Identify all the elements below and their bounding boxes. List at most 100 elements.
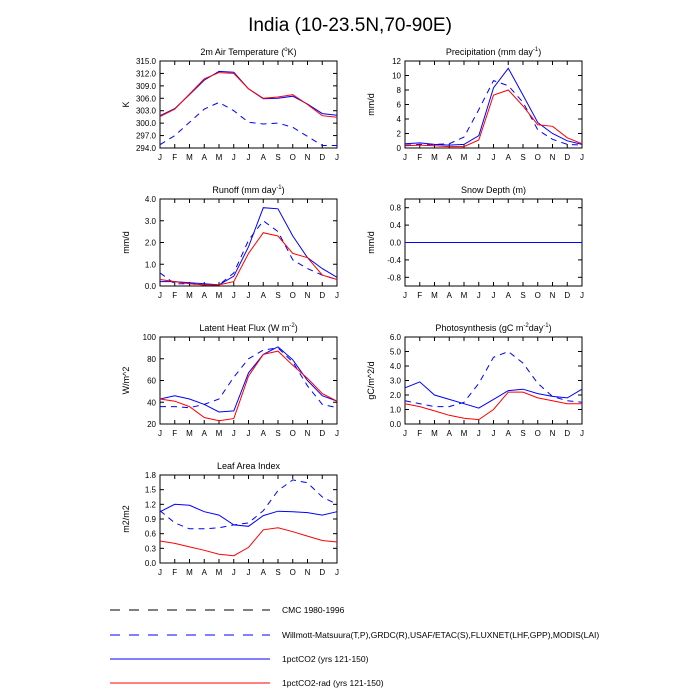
plot-frame bbox=[159, 60, 338, 149]
x-tick-label: S bbox=[275, 291, 280, 300]
title-text: Leaf Area Index bbox=[217, 461, 281, 471]
series-line bbox=[404, 79, 583, 146]
x-tick-label: M bbox=[461, 153, 468, 162]
title-text: Runoff (mm day bbox=[212, 185, 276, 195]
plot-frame bbox=[404, 336, 583, 425]
y-axis-label: m2/m2 bbox=[121, 505, 131, 533]
x-tick-label: A bbox=[447, 429, 453, 438]
x-tick-label: J bbox=[477, 429, 481, 438]
x-tick-label: J bbox=[477, 291, 481, 300]
series-line bbox=[404, 67, 583, 146]
plot-frame bbox=[159, 474, 338, 564]
y-tick-label: 2 bbox=[397, 130, 402, 139]
y-tick-label: 0.0 bbox=[390, 239, 402, 248]
x-tick-label: F bbox=[417, 153, 422, 162]
y-tick-label: 3.0 bbox=[390, 377, 402, 386]
panels: 2m Air Temperature (oK)294.0297.0300.030… bbox=[121, 47, 584, 577]
series-line bbox=[159, 527, 338, 557]
x-tick-label: J bbox=[232, 429, 236, 438]
chart-title: Precipitation (mm day-1) bbox=[446, 47, 541, 57]
x-tick-label: M bbox=[431, 291, 438, 300]
x-tick-label: A bbox=[202, 291, 208, 300]
x-tick-label: F bbox=[172, 429, 177, 438]
y-tick-label: 12 bbox=[392, 57, 401, 66]
x-tick-label: O bbox=[290, 291, 296, 300]
chart-title: Latent Heat Flux (W m-2) bbox=[199, 323, 297, 333]
title-superscript: -1 bbox=[276, 185, 282, 191]
series-line bbox=[160, 207, 338, 286]
title-superscript: o bbox=[284, 47, 288, 53]
title-superscript: -2 bbox=[523, 323, 529, 329]
x-tick-label: M bbox=[431, 429, 438, 438]
x-tick-label: J bbox=[477, 153, 481, 162]
y-tick-label: 5.0 bbox=[390, 348, 402, 357]
x-tick-label: A bbox=[261, 291, 267, 300]
x-tick-label: J bbox=[403, 429, 407, 438]
title-superscript: -1 bbox=[533, 47, 539, 53]
x-tick-label: N bbox=[550, 153, 556, 162]
x-tick-label: M bbox=[186, 153, 193, 162]
y-tick-label: 4.0 bbox=[390, 362, 402, 371]
x-tick-label: J bbox=[492, 153, 496, 162]
series-line bbox=[159, 70, 338, 117]
x-tick-label: N bbox=[305, 429, 311, 438]
x-tick-label: O bbox=[535, 153, 541, 162]
chart-title: Snow Depth (m) bbox=[461, 185, 526, 195]
x-tick-label: J bbox=[403, 153, 407, 162]
y-axis-label: mm/d bbox=[121, 231, 131, 254]
chart-panel: Snow Depth (m)-0.8-0.40.00.40.8J F M A M J J A S… bbox=[366, 185, 584, 300]
x-tick-label: A bbox=[261, 429, 267, 438]
title-text: Photosynthesis (gC m bbox=[435, 323, 523, 333]
x-tick-label: J bbox=[335, 291, 339, 300]
y-tick-label: 0.4 bbox=[390, 221, 402, 230]
x-tick-label: M bbox=[186, 291, 193, 300]
x-tick-label: A bbox=[202, 429, 208, 438]
y-tick-label: 297.0 bbox=[136, 132, 157, 141]
y-axis-label: gC/m^2/d bbox=[366, 361, 376, 399]
x-tick-label: D bbox=[564, 429, 570, 438]
series-line bbox=[159, 101, 337, 146]
x-tick-label: N bbox=[550, 291, 556, 300]
y-tick-label: 20 bbox=[147, 420, 156, 429]
x-tick-label: D bbox=[319, 153, 325, 162]
x-tick-label: J bbox=[492, 291, 496, 300]
x-tick-label: S bbox=[520, 153, 525, 162]
y-tick-label: 0.8 bbox=[390, 204, 402, 213]
x-tick-label: N bbox=[305, 568, 311, 577]
title-superscript: -1 bbox=[543, 323, 549, 329]
y-tick-label: 0.0 bbox=[145, 282, 157, 291]
x-tick-label: O bbox=[290, 153, 296, 162]
y-tick-label: 306.0 bbox=[136, 94, 157, 103]
y-tick-label: 100 bbox=[143, 333, 157, 342]
title-text: ) bbox=[549, 323, 552, 333]
legend: CMC 1980-1996 Willmott-Matsuura(T,P),GRDC… bbox=[110, 605, 599, 688]
x-tick-label: A bbox=[202, 568, 208, 577]
series-line bbox=[159, 232, 338, 286]
x-tick-label: O bbox=[535, 291, 541, 300]
figure-title: India (10-23.5N,70-90E) bbox=[248, 15, 452, 36]
y-tick-label: 80 bbox=[147, 355, 156, 364]
y-tick-label: 303.0 bbox=[136, 107, 157, 116]
x-tick-label: F bbox=[417, 291, 422, 300]
x-tick-label: J bbox=[335, 153, 339, 162]
x-tick-label: J bbox=[247, 291, 251, 300]
x-tick-label: F bbox=[172, 568, 177, 577]
y-axis-label: W/m^2 bbox=[121, 367, 131, 395]
x-tick-label: J bbox=[158, 568, 162, 577]
x-tick-label: J bbox=[403, 291, 407, 300]
series-line bbox=[159, 479, 338, 530]
y-tick-label: 40 bbox=[147, 398, 156, 407]
x-tick-label: M bbox=[461, 429, 468, 438]
y-axis-label: K bbox=[121, 101, 131, 107]
chart-title: Photosynthesis (gC m-2day-1) bbox=[435, 323, 551, 333]
y-tick-label: 6 bbox=[397, 101, 402, 110]
y-tick-label: 294.0 bbox=[136, 144, 157, 153]
x-tick-label: J bbox=[232, 291, 236, 300]
title-text: 2m Air Temperature ( bbox=[200, 47, 284, 57]
x-tick-label: S bbox=[275, 568, 280, 577]
x-tick-label: A bbox=[506, 429, 512, 438]
legend-label: 1pctCO2 (yrs 121-150) bbox=[282, 654, 369, 664]
x-tick-label: A bbox=[506, 291, 512, 300]
y-tick-label: 60 bbox=[147, 377, 156, 386]
